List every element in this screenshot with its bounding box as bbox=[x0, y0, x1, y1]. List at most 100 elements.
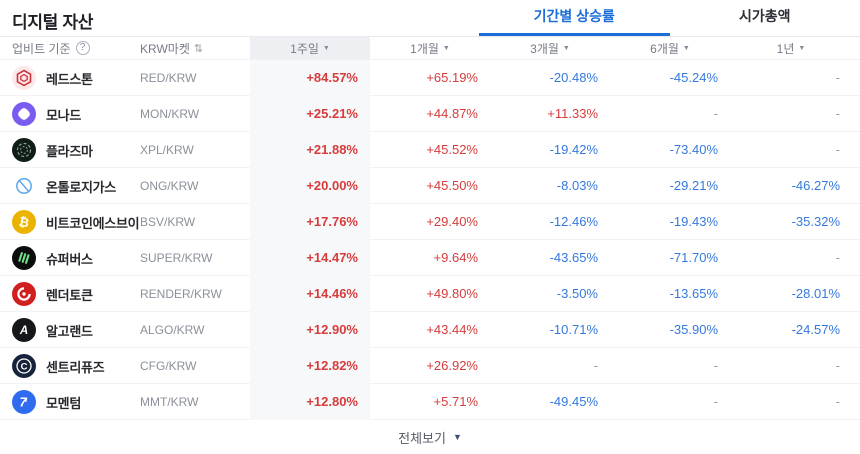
change-1y: - bbox=[835, 142, 840, 157]
table-row[interactable]: 슈퍼버스 SUPER/KRW +14.47% +9.64% -43.65% -71.70%… bbox=[0, 240, 860, 276]
algorand-icon: A bbox=[12, 318, 36, 342]
tab-market-cap[interactable]: 시가총액 bbox=[738, 8, 791, 24]
change-1y: - bbox=[835, 106, 840, 121]
change-6m: -71.70% bbox=[669, 250, 718, 265]
coin-pair: MMT/KRW bbox=[140, 395, 199, 409]
view-all-button[interactable]: 전체보기 ▼ bbox=[0, 420, 860, 454]
coin-pair: MON/KRW bbox=[140, 107, 200, 121]
coin-cell: 플라즈마 bbox=[12, 138, 140, 162]
coin-name: 플라즈마 bbox=[46, 143, 93, 159]
sort-updown-icon: ⇅ bbox=[193, 42, 204, 55]
coin-name: 온톨로지가스 bbox=[46, 179, 116, 195]
change-1y: - bbox=[835, 358, 840, 373]
change-1m: +45.50% bbox=[426, 178, 478, 193]
period-header-1주일[interactable]: 1주일 ▼ bbox=[250, 37, 370, 59]
table-body: 레드스톤 RED/KRW +84.57% +65.19% -20.48% -45.24% -… bbox=[0, 60, 860, 420]
svg-text:C: C bbox=[21, 362, 28, 373]
coin-name: 알고랜드 bbox=[46, 323, 93, 339]
change-1w: +12.82% bbox=[250, 348, 370, 384]
coin-cell: 온톨로지가스 bbox=[12, 174, 140, 198]
ontologygas-icon bbox=[12, 174, 36, 198]
svg-text:A: A bbox=[19, 325, 28, 337]
table-row[interactable]: 플라즈마 XPL/KRW +21.88% +45.52% -19.42% -73.40% - bbox=[0, 132, 860, 168]
filter-caret-icon: ▼ bbox=[322, 44, 330, 52]
change-6m: -35.90% bbox=[669, 322, 718, 337]
change-1w: +21.88% bbox=[250, 132, 370, 168]
render-icon bbox=[12, 282, 36, 306]
coin-name: 슈퍼버스 bbox=[46, 251, 93, 267]
change-3m: -10.71% bbox=[549, 322, 598, 337]
table-row[interactable]: 온톨로지가스 ONG/KRW +20.00% +45.50% -8.03% -29.21%… bbox=[0, 168, 860, 204]
table-row[interactable]: 7 모멘텀 MMT/KRW +12.80% +5.71% -49.45% - - bbox=[0, 384, 860, 420]
coin-cell: A 알고랜드 bbox=[12, 318, 140, 342]
period-header-label: 3개월 bbox=[530, 41, 559, 56]
coin-cell: 렌더토큰 bbox=[12, 282, 140, 306]
market-header-label: KRW마켓 bbox=[140, 41, 190, 56]
change-6m: - bbox=[713, 106, 718, 121]
change-1m: +43.44% bbox=[426, 322, 478, 337]
coin-pair: ONG/KRW bbox=[140, 179, 199, 193]
change-3m: - bbox=[593, 358, 598, 373]
table-row[interactable]: C 센트리퓨즈 CFG/KRW +12.82% +26.92% - - - bbox=[0, 348, 860, 384]
table-row[interactable]: ₿ 비트코인에스브이 BSV/KRW +17.76% +29.40% -12.46% -19… bbox=[0, 204, 860, 240]
change-1m: +29.40% bbox=[426, 214, 478, 229]
filter-caret-icon: ▼ bbox=[798, 44, 806, 52]
change-3m: -19.42% bbox=[549, 142, 598, 157]
coin-name: 센트리퓨즈 bbox=[46, 359, 105, 375]
market-sort-header[interactable]: KRW마켓 ⇅ bbox=[140, 40, 250, 57]
change-6m: -13.65% bbox=[669, 286, 718, 301]
period-header-label: 1주일 bbox=[290, 41, 319, 56]
svg-text:7: 7 bbox=[20, 395, 28, 409]
centrifuge-icon: C bbox=[12, 354, 36, 378]
coin-pair: RENDER/KRW bbox=[140, 287, 222, 301]
change-6m: -29.21% bbox=[669, 178, 718, 193]
table-row[interactable]: 모나드 MON/KRW +25.21% +44.87% +11.33% - - bbox=[0, 96, 860, 132]
period-header-6개월[interactable]: 6개월 ▼ bbox=[610, 40, 730, 57]
tab-period-gain[interactable]: 기간별 상승률 bbox=[479, 0, 670, 36]
coin-cell: ₿ 비트코인에스브이 bbox=[12, 210, 140, 234]
change-1m: +9.64% bbox=[433, 250, 478, 265]
change-1m: +45.52% bbox=[426, 142, 478, 157]
momentum-icon: 7 bbox=[12, 390, 36, 414]
base-header: 업비트 기준 ? bbox=[12, 40, 140, 57]
change-3m: -3.50% bbox=[556, 286, 598, 301]
table-row[interactable]: 레드스톤 RED/KRW +84.57% +65.19% -20.48% -45.24% - bbox=[0, 60, 860, 96]
monad-icon bbox=[12, 102, 36, 126]
view-all-label: 전체보기 bbox=[398, 430, 446, 446]
coin-cell: 레드스톤 bbox=[12, 66, 140, 90]
change-1m: +65.19% bbox=[426, 70, 478, 85]
change-1m: +49.80% bbox=[426, 286, 478, 301]
change-1y: -46.27% bbox=[791, 178, 840, 193]
change-1m: +44.87% bbox=[426, 106, 478, 121]
change-1w: +14.47% bbox=[250, 240, 370, 276]
period-header-3개월[interactable]: 3개월 ▼ bbox=[490, 40, 610, 57]
change-1w: +25.21% bbox=[250, 96, 370, 132]
redstone-icon bbox=[12, 66, 36, 90]
svg-text:₿: ₿ bbox=[17, 214, 30, 230]
change-1y: - bbox=[835, 394, 840, 409]
help-icon[interactable]: ? bbox=[75, 41, 90, 55]
period-header-1년[interactable]: 1년 ▼ bbox=[730, 40, 852, 57]
change-1w: +12.80% bbox=[250, 384, 370, 420]
coin-cell: 7 모멘텀 bbox=[12, 390, 140, 414]
coin-cell: C 센트리퓨즈 bbox=[12, 354, 140, 378]
filter-caret-icon: ▼ bbox=[682, 44, 690, 52]
table-header-row: 업비트 기준 ? KRW마켓 ⇅ 1주일 ▼ 1개월 ▼ 3개월 ▼ 6개월 ▼ 1년 ▼ bbox=[0, 36, 860, 60]
change-6m: -45.24% bbox=[669, 70, 718, 85]
coin-name: 비트코인에스브이 bbox=[46, 215, 140, 231]
chevron-down-icon: ▼ bbox=[452, 432, 462, 442]
change-1w: +12.90% bbox=[250, 312, 370, 348]
coin-pair: CFG/KRW bbox=[140, 359, 197, 373]
filter-caret-icon: ▼ bbox=[562, 44, 570, 52]
change-3m: +11.33% bbox=[547, 106, 598, 121]
period-header-1개월[interactable]: 1개월 ▼ bbox=[370, 40, 490, 57]
change-3m: -43.65% bbox=[549, 250, 598, 265]
table-row[interactable]: 렌더토큰 RENDER/KRW +14.46% +49.80% -3.50% -13.65… bbox=[0, 276, 860, 312]
coin-cell: 모나드 bbox=[12, 102, 140, 126]
table-row[interactable]: A 알고랜드 ALGO/KRW +12.90% +43.44% -10.71% -35.90… bbox=[0, 312, 860, 348]
period-header-label: 1개월 bbox=[410, 41, 439, 56]
change-1y: -35.32% bbox=[791, 214, 840, 229]
change-3m: -20.48% bbox=[549, 70, 598, 85]
coin-pair: SUPER/KRW bbox=[140, 251, 213, 265]
